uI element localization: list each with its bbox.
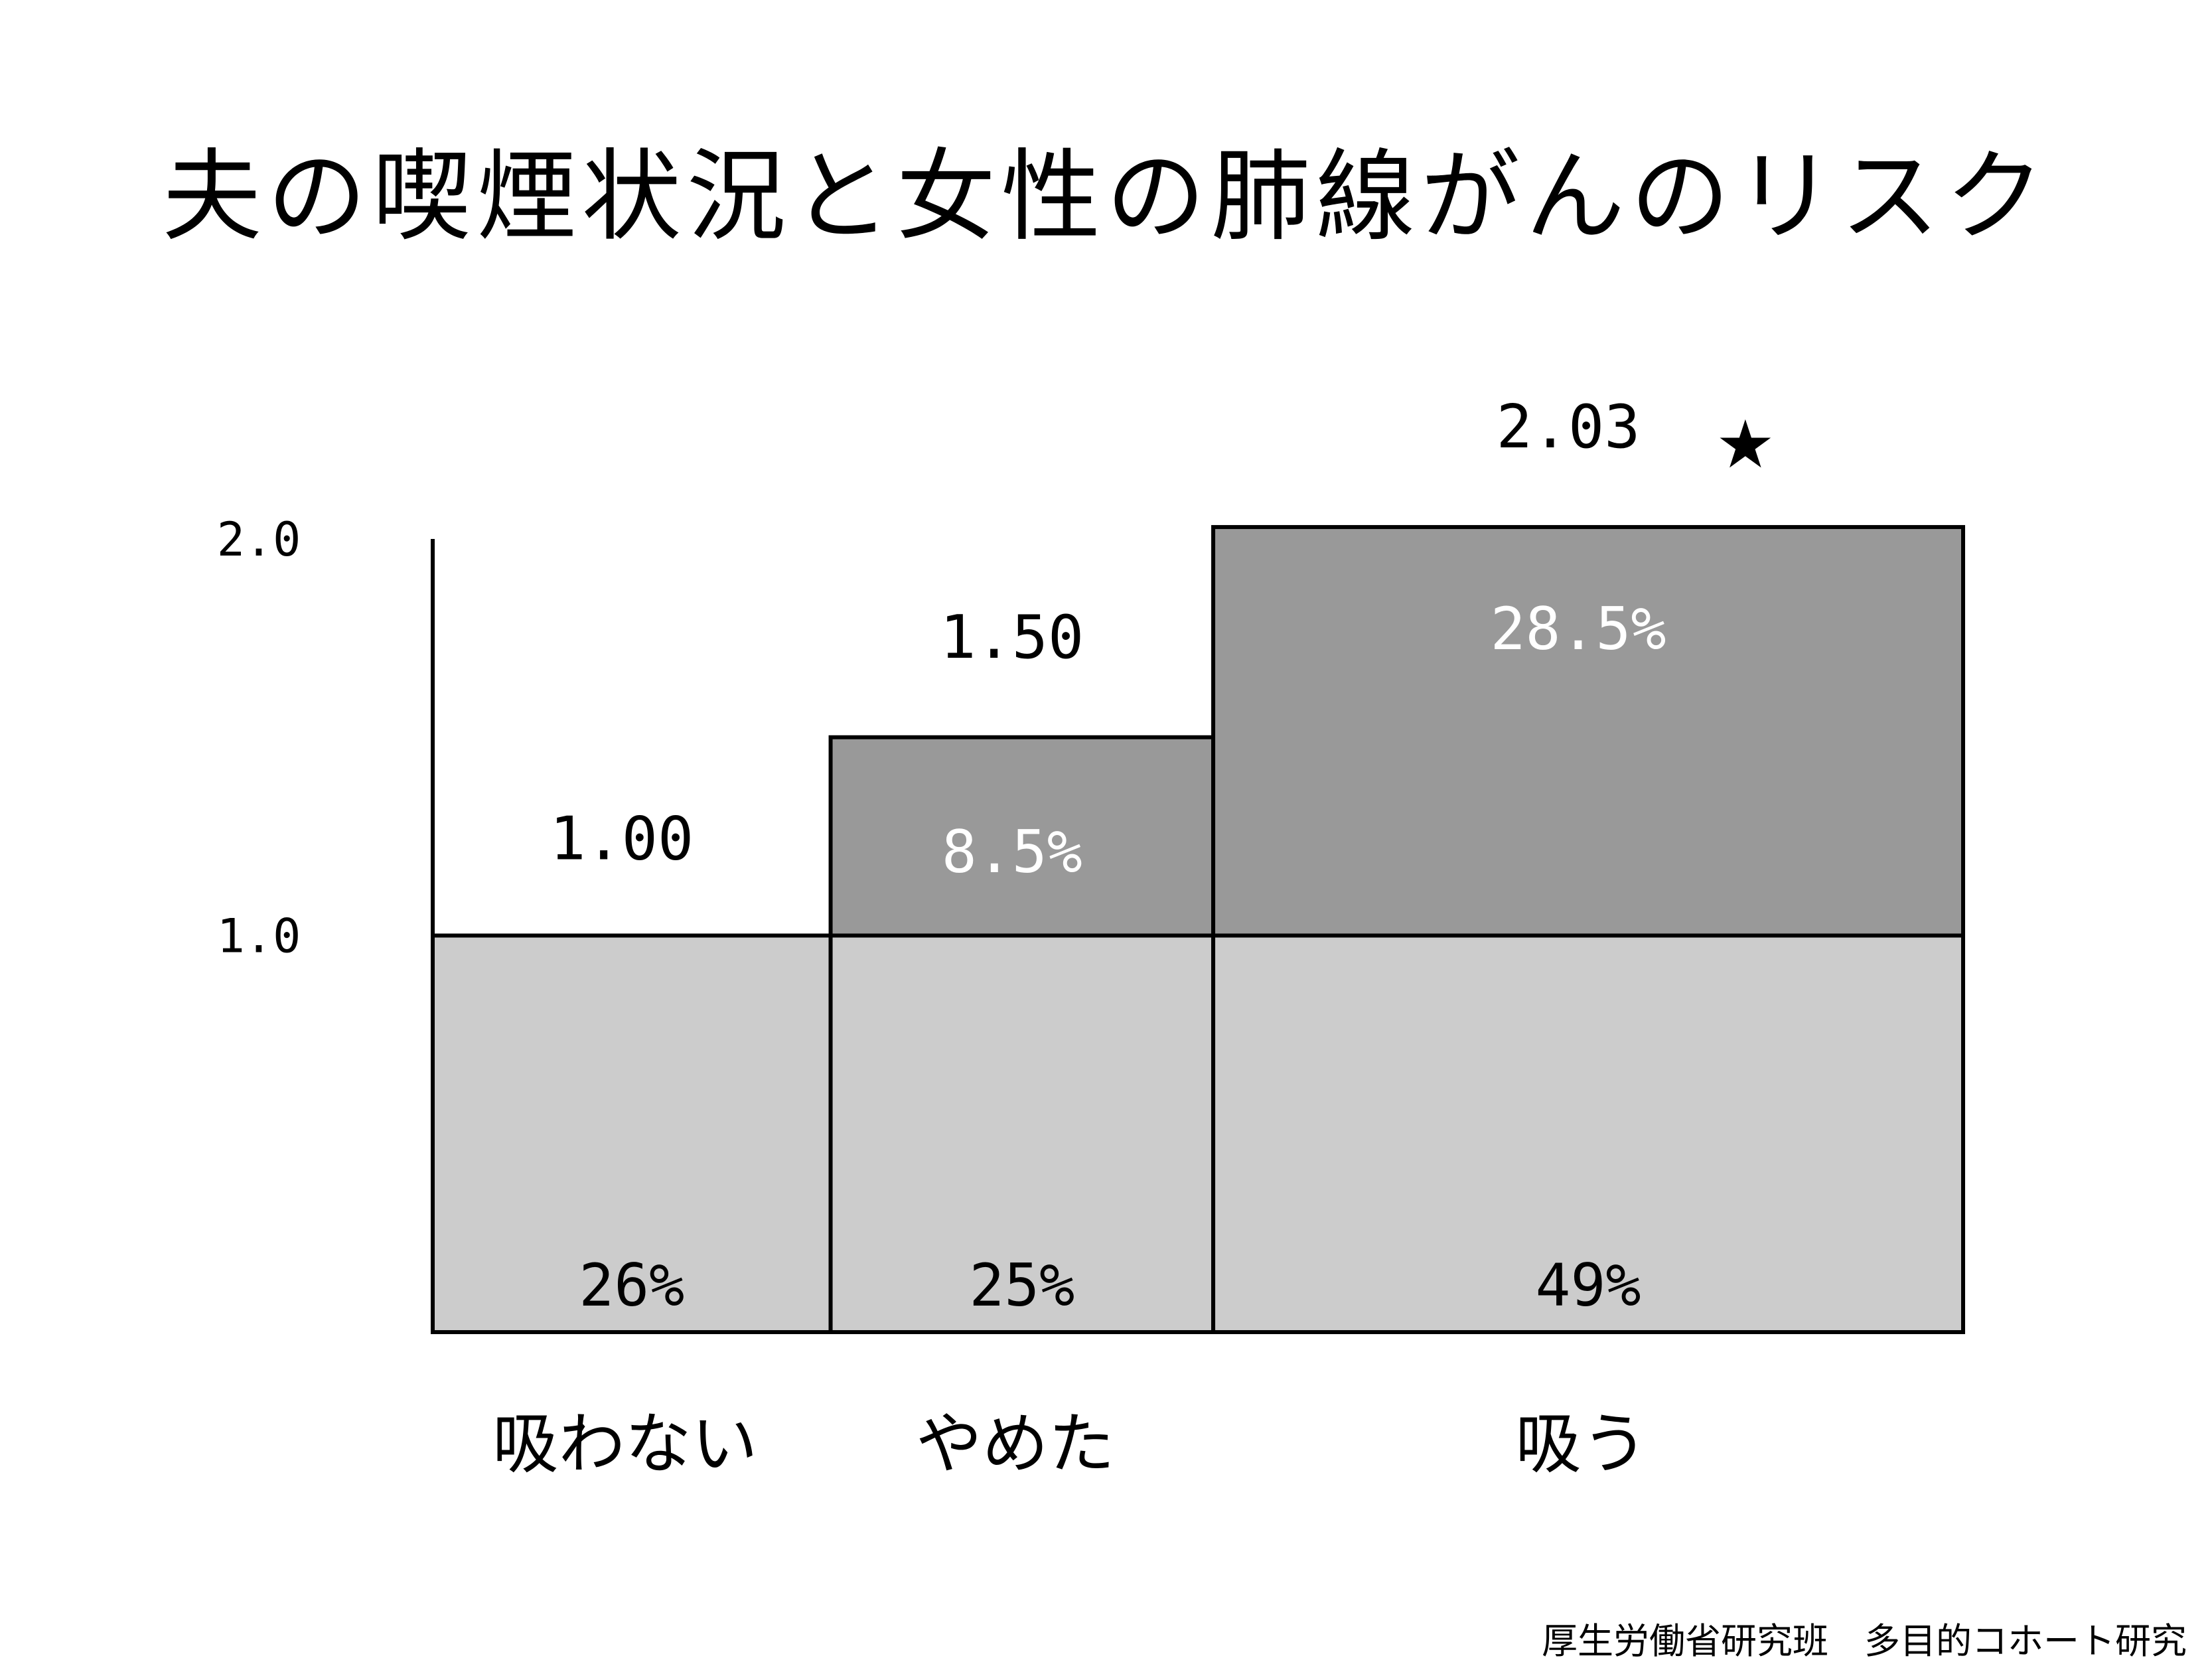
significance-star-icon: ★ <box>1716 406 1775 483</box>
y-tick-label-2: 2.0 <box>217 512 301 567</box>
bar-excess-3 <box>1211 525 1965 938</box>
category-label-2: やめた <box>916 1405 1115 1483</box>
value-label-1: 1.00 <box>550 804 694 874</box>
chart-title: 夫の喫煙状況と女性の肺線がんのリスク <box>162 139 2050 255</box>
excess-label-2: 8.5% <box>942 818 1082 886</box>
source-note: 厚生労働省研究班 多目的コホート研究 <box>1542 1620 2187 1662</box>
excess-label-3: 28.5% <box>1491 595 1666 663</box>
y-tick-label-1: 1.0 <box>217 909 301 964</box>
bar-baseline-1 <box>431 933 833 1334</box>
category-label-1: 吸わない <box>492 1405 758 1483</box>
width-label-1: 26% <box>579 1251 684 1320</box>
category-label-3: 吸う <box>1515 1405 1648 1483</box>
value-label-3: 2.03 <box>1497 392 1641 462</box>
width-label-3: 49% <box>1536 1251 1641 1320</box>
bar-baseline-3 <box>1211 933 1965 1334</box>
bar-excess-2 <box>828 735 1216 938</box>
width-label-2: 25% <box>969 1251 1074 1320</box>
value-label-2: 1.50 <box>940 603 1084 672</box>
